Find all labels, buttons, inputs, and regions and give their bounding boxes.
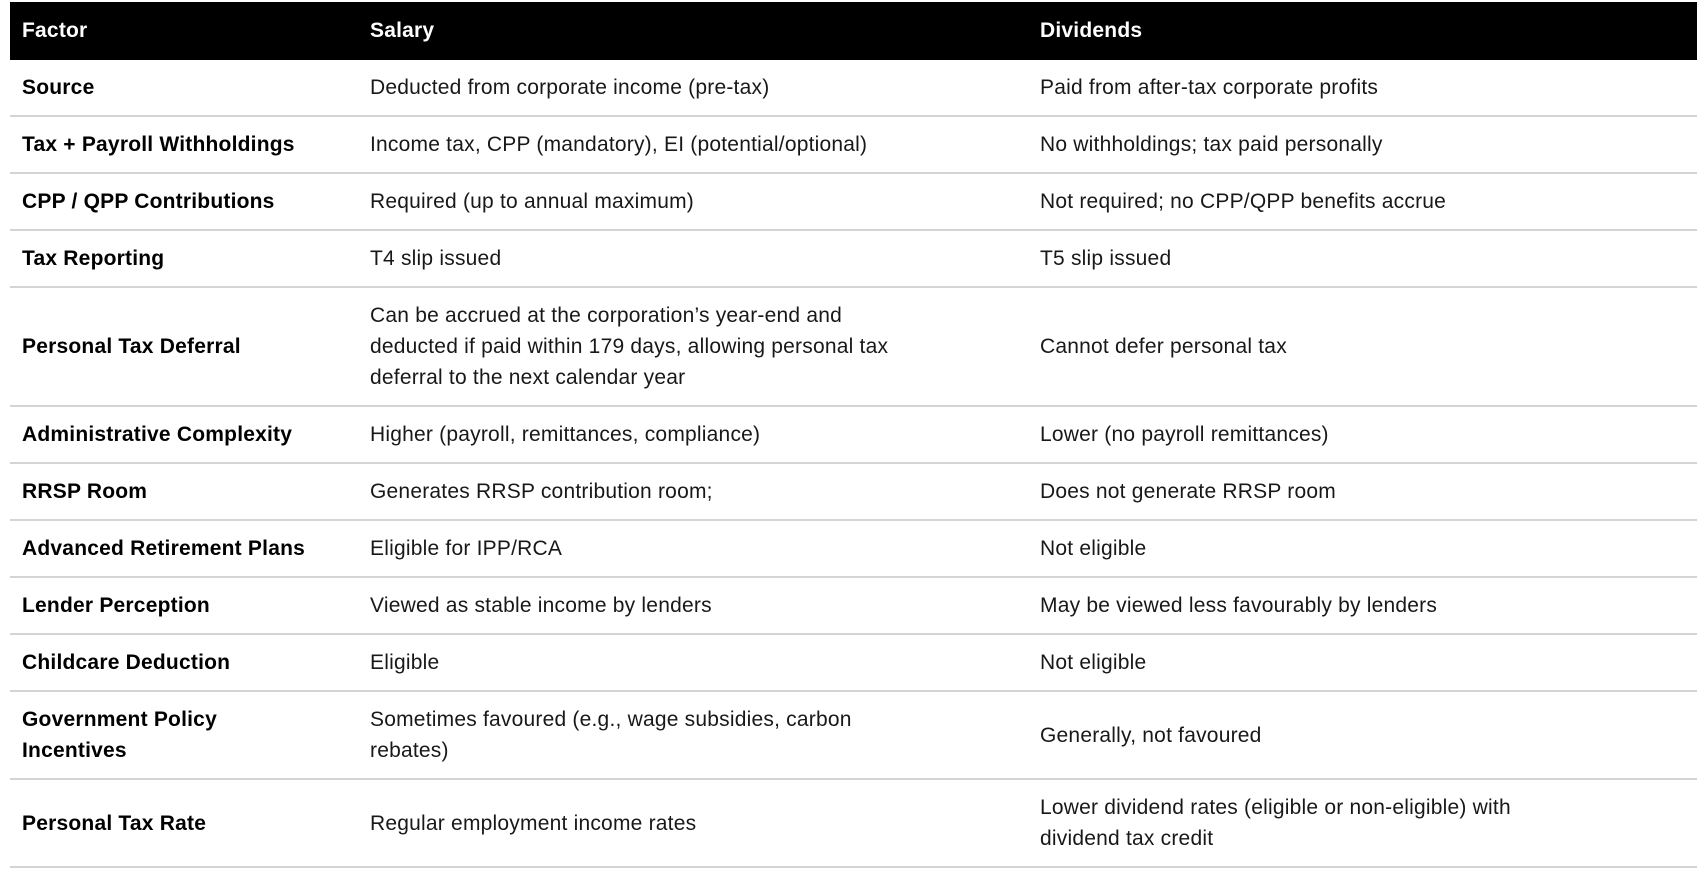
table-row: Childcare Deduction Eligible Not eligibl… [10,634,1697,692]
cell-dividends: T5 slip issued [1028,230,1697,288]
cell-dividends: Lower dividend rates (eligible or non-el… [1028,779,1697,868]
cell-factor: Tax + Payroll Withholdings [10,116,358,174]
cell-factor: RRSP Room [10,463,358,521]
table-row: CPP / QPP Contributions Required (up to … [10,173,1697,231]
column-header-dividends: Dividends [1028,2,1697,60]
header-row: Factor Salary Dividends [10,2,1697,60]
cell-dividends: Not required; no CPP/QPP benefits accrue [1028,173,1697,231]
table-row: Source Deducted from corporate income (p… [10,60,1697,117]
table-row: Tax + Payroll Withholdings Income tax, C… [10,116,1697,174]
table-row: Personal Tax Rate Regular employment inc… [10,779,1697,868]
comparison-table: Factor Salary Dividends Source Deducted … [10,2,1697,868]
cell-salary: Generates RRSP contribution room; [358,463,1028,521]
cell-salary: Higher (payroll, remittances, compliance… [358,406,1028,464]
cell-dividends: Lower (no payroll remittances) [1028,406,1697,464]
cell-factor: Government Policy Incentives [10,691,358,780]
cell-salary: Income tax, CPP (mandatory), EI (potenti… [358,116,1028,174]
cell-salary: Eligible [358,634,1028,692]
cell-salary: Can be accrued at the corporation’s year… [358,287,1028,407]
cell-dividends: No withholdings; tax paid personally [1028,116,1697,174]
cell-factor: Childcare Deduction [10,634,358,692]
cell-dividends: Cannot defer personal tax [1028,287,1697,407]
table-row: RRSP Room Generates RRSP contribution ro… [10,463,1697,521]
table-row: Advanced Retirement Plans Eligible for I… [10,520,1697,578]
cell-salary: Required (up to annual maximum) [358,173,1028,231]
cell-dividends: Does not generate RRSP room [1028,463,1697,521]
cell-factor: Lender Perception [10,577,358,635]
cell-salary: Eligible for IPP/RCA [358,520,1028,578]
column-header-salary: Salary [358,2,1028,60]
cell-dividends: May be viewed less favourably by lenders [1028,577,1697,635]
cell-dividends: Generally, not favoured [1028,691,1697,780]
cell-factor: Tax Reporting [10,230,358,288]
table-body: Source Deducted from corporate income (p… [10,60,1697,868]
column-header-factor: Factor [10,2,358,60]
cell-factor: Personal Tax Deferral [10,287,358,407]
table-header: Factor Salary Dividends [10,2,1697,60]
cell-factor: CPP / QPP Contributions [10,173,358,231]
table-row: Government Policy Incentives Sometimes f… [10,691,1697,780]
table-row: Personal Tax Deferral Can be accrued at … [10,287,1697,407]
table-row: Administrative Complexity Higher (payrol… [10,406,1697,464]
cell-salary: T4 slip issued [358,230,1028,288]
cell-factor: Personal Tax Rate [10,779,358,868]
cell-factor: Administrative Complexity [10,406,358,464]
cell-dividends: Not eligible [1028,520,1697,578]
table-row: Lender Perception Viewed as stable incom… [10,577,1697,635]
cell-salary: Deducted from corporate income (pre-tax) [358,60,1028,117]
table-row: Tax Reporting T4 slip issued T5 slip iss… [10,230,1697,288]
cell-factor: Source [10,60,358,117]
cell-factor: Advanced Retirement Plans [10,520,358,578]
cell-dividends: Not eligible [1028,634,1697,692]
cell-salary: Sometimes favoured (e.g., wage subsidies… [358,691,1028,780]
cell-salary: Regular employment income rates [358,779,1028,868]
cell-salary: Viewed as stable income by lenders [358,577,1028,635]
cell-dividends: Paid from after-tax corporate profits [1028,60,1697,117]
